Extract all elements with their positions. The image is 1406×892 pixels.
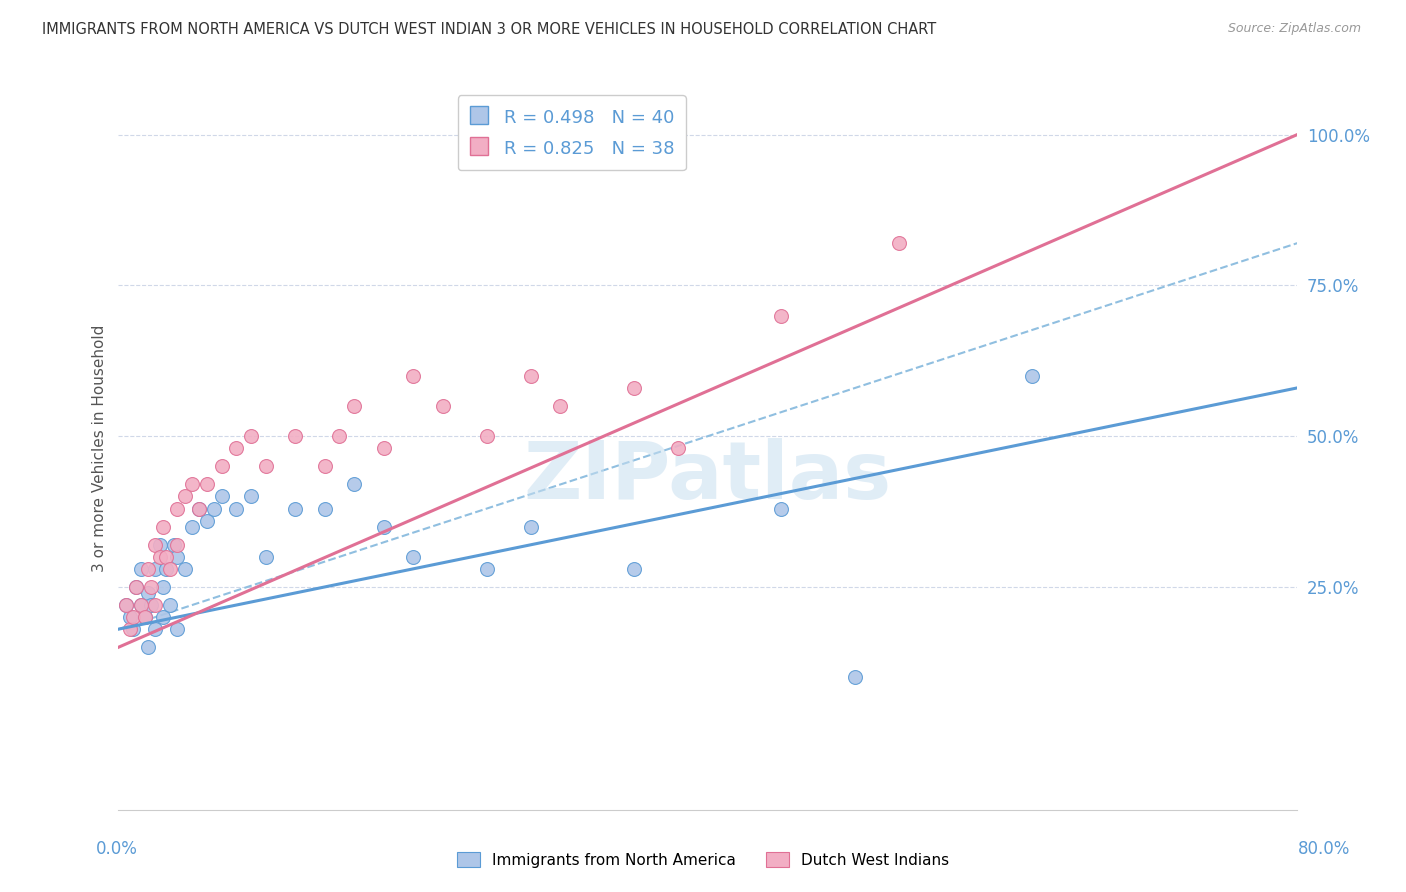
Point (166, 549, 188, 564)
Point (152, 519, 174, 533)
Point (136, 586, 159, 600)
Point (550, 399, 572, 413)
Point (143, 622, 166, 636)
Point (114, 598, 136, 612)
Point (125, 580, 148, 594)
Point (122, 622, 145, 636)
Point (181, 477, 204, 491)
Point (136, 562, 159, 576)
Point (314, 459, 336, 474)
Text: Source: ZipAtlas.com: Source: ZipAtlas.com (1227, 22, 1361, 36)
Point (623, 562, 645, 576)
Point (402, 549, 425, 564)
Point (120, 622, 142, 636)
Point (134, 610, 156, 624)
Point (1021, 368, 1043, 383)
Point (159, 562, 181, 576)
Point (155, 549, 177, 564)
Point (844, 670, 866, 684)
Point (666, 442, 689, 455)
Point (143, 562, 166, 576)
Point (195, 514, 218, 528)
Point (373, 519, 395, 533)
Point (173, 562, 195, 576)
Point (343, 399, 366, 413)
Point (159, 598, 181, 612)
Text: 0.0%: 0.0% (96, 840, 138, 858)
Point (520, 368, 543, 383)
Point (143, 598, 166, 612)
Point (122, 610, 145, 624)
Point (163, 538, 186, 552)
Y-axis label: 3 or more Vehicles in Household: 3 or more Vehicles in Household (93, 325, 107, 572)
Point (254, 549, 277, 564)
Point (211, 490, 233, 504)
Point (284, 429, 307, 443)
Point (432, 399, 454, 413)
Point (889, 236, 911, 251)
Point (149, 538, 172, 552)
Point (328, 429, 350, 443)
Point (134, 610, 156, 624)
Point (173, 490, 195, 504)
Point (181, 519, 204, 533)
Point (139, 598, 162, 612)
Point (254, 459, 277, 474)
Point (139, 580, 162, 594)
Point (240, 490, 263, 504)
Point (202, 501, 225, 516)
Point (143, 538, 166, 552)
Point (129, 562, 152, 576)
Point (129, 598, 152, 612)
Point (152, 580, 174, 594)
Point (166, 538, 188, 552)
Point (284, 501, 307, 516)
Point (114, 598, 136, 612)
Point (770, 309, 793, 323)
Point (166, 622, 188, 636)
Point (152, 610, 174, 624)
Point (149, 549, 172, 564)
Text: IMMIGRANTS FROM NORTH AMERICA VS DUTCH WEST INDIAN 3 OR MORE VEHICLES IN HOUSEHO: IMMIGRANTS FROM NORTH AMERICA VS DUTCH W… (42, 22, 936, 37)
Point (623, 381, 645, 395)
Point (166, 501, 188, 516)
Point (195, 477, 218, 491)
Point (129, 598, 152, 612)
Point (402, 368, 425, 383)
Point (475, 429, 498, 443)
Point (125, 580, 148, 594)
Legend: R = 0.498   N = 40, R = 0.825   N = 38: R = 0.498 N = 40, R = 0.825 N = 38 (457, 95, 686, 170)
Legend: Immigrants from North America, Dutch West Indians: Immigrants from North America, Dutch Wes… (450, 846, 956, 873)
Point (373, 442, 395, 455)
Point (314, 501, 336, 516)
Point (520, 519, 543, 533)
Point (225, 442, 247, 455)
Point (155, 562, 177, 576)
Point (770, 501, 793, 516)
Text: ZIPatlas: ZIPatlas (523, 438, 891, 516)
Point (211, 459, 233, 474)
Text: 80.0%: 80.0% (1298, 840, 1350, 858)
Point (240, 429, 263, 443)
Point (225, 501, 247, 516)
Point (343, 477, 366, 491)
Point (475, 562, 498, 576)
Point (136, 640, 159, 655)
Point (120, 610, 142, 624)
Point (188, 501, 211, 516)
Point (188, 501, 211, 516)
